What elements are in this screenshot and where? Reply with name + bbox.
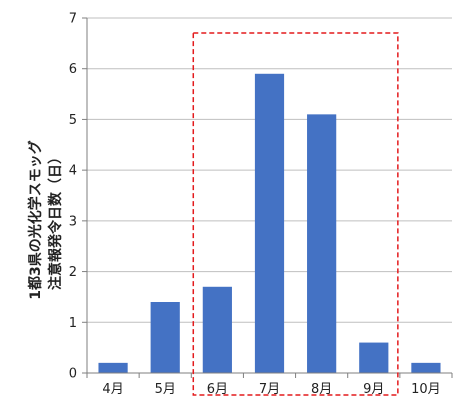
x-tick-label: 5月 (155, 382, 176, 397)
y-tick-labels: 0 1 2 3 4 5 6 7 (69, 12, 87, 382)
x-tick-label: 6月 (207, 382, 228, 397)
y-tick-label: 1 (69, 316, 77, 331)
y-axis-label-line-1: 1都3県の光化学スモッグ (27, 140, 44, 299)
y-tick-label: 6 (69, 62, 77, 77)
y-axis-label-line-2: 注意報発令日数（日） (47, 150, 64, 290)
bar (98, 362, 128, 373)
bars (98, 73, 441, 374)
bar (150, 302, 180, 373)
y-tick-label: 0 (69, 367, 77, 382)
y-tick-label: 4 (69, 164, 77, 179)
y-tick-label: 7 (69, 12, 77, 27)
x-tick-labels: 4月 5月 6月 7月 8月 9月 10月 (86, 373, 453, 397)
highlight-box (192, 32, 399, 396)
x-tick-label: 8月 (311, 382, 332, 397)
x-tick-label: 10月 (411, 382, 441, 397)
y-tick-label: 5 (69, 113, 77, 128)
x-tick-label: 7月 (259, 382, 280, 397)
x-tick-label: 4月 (102, 382, 123, 397)
y-tick-label: 3 (69, 214, 77, 229)
bar (202, 286, 232, 373)
bar (307, 114, 337, 373)
axes (86, 18, 452, 374)
x-tick-label: 9月 (363, 382, 384, 397)
y-axis-label: 1都3県の光化学スモッグ 注意報発令日数（日） (27, 140, 64, 299)
y-tick-label: 2 (69, 265, 77, 280)
bar (254, 73, 285, 374)
bar (359, 342, 389, 373)
bar (411, 362, 441, 373)
